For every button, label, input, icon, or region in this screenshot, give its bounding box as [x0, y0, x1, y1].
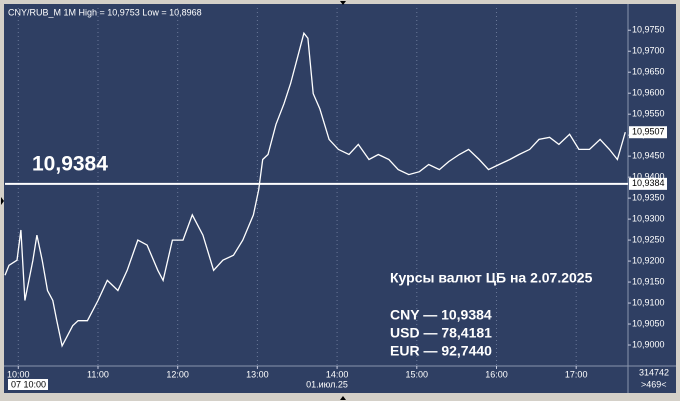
status: >469< [641, 379, 667, 389]
y-tick-label: 10,9700 [632, 46, 665, 56]
date-label: 01.июл.25 [306, 379, 348, 389]
level-box [629, 177, 667, 190]
y-tick-label: 10,9100 [632, 297, 665, 307]
x-tick-label: 15:00 [406, 369, 429, 379]
y-tick-label: 10,9650 [632, 67, 665, 77]
y-tick-label: 10,9350 [632, 192, 665, 202]
scroll-arrow[interactable] [340, 1, 346, 5]
y-tick-label: 10,9300 [632, 213, 665, 223]
cursor-time: 07 10:00 [11, 379, 46, 389]
chart-background [4, 4, 676, 393]
y-tick-label: 10,9450 [632, 151, 665, 161]
x-tick-label: 16:00 [485, 369, 508, 379]
y-tick-label: 10,9550 [632, 109, 665, 119]
level-box-label: 10,9384 [632, 178, 665, 188]
x-tick-label: 12:00 [166, 369, 189, 379]
scroll-arrow[interactable] [340, 396, 346, 400]
chart-title: CNY/RUB_M 1M High = 10,9753 Low = 10,896… [8, 7, 202, 17]
annotation: USD — 78,4181 [390, 325, 492, 341]
y-tick-label: 10,9150 [632, 276, 665, 286]
x-tick-label: 11:00 [87, 369, 109, 379]
y-tick-label: 10,9050 [632, 318, 665, 328]
y-tick-label: 10,9400 [632, 172, 665, 182]
annotation: CNY — 10,9384 [390, 307, 492, 323]
level-label: 10,9384 [32, 152, 108, 175]
x-tick-label: 10:00 [7, 369, 30, 379]
x-tick-label: 14:00 [326, 369, 349, 379]
status: 314742 [639, 367, 669, 377]
price-line [4, 31, 626, 348]
x-tick-label: 17:00 [565, 369, 588, 379]
y-tick-label: 10,9000 [632, 339, 665, 349]
annotation: Курсы валют ЦБ на 2.07.2025 [390, 270, 593, 286]
y-tick-label: 10,9600 [632, 88, 665, 98]
x-tick-label: 13:00 [246, 369, 269, 379]
y-tick-label: 10,9250 [632, 234, 665, 244]
last-price-label: 10,9507 [632, 127, 665, 137]
y-tick-label: 10,9200 [632, 255, 665, 265]
last-price-box [629, 126, 667, 139]
cursor-time-box [8, 379, 48, 390]
y-tick-label: 10,9750 [632, 25, 665, 35]
scroll-arrow[interactable] [1, 197, 4, 205]
annotation: EUR — 92,7440 [390, 343, 492, 359]
